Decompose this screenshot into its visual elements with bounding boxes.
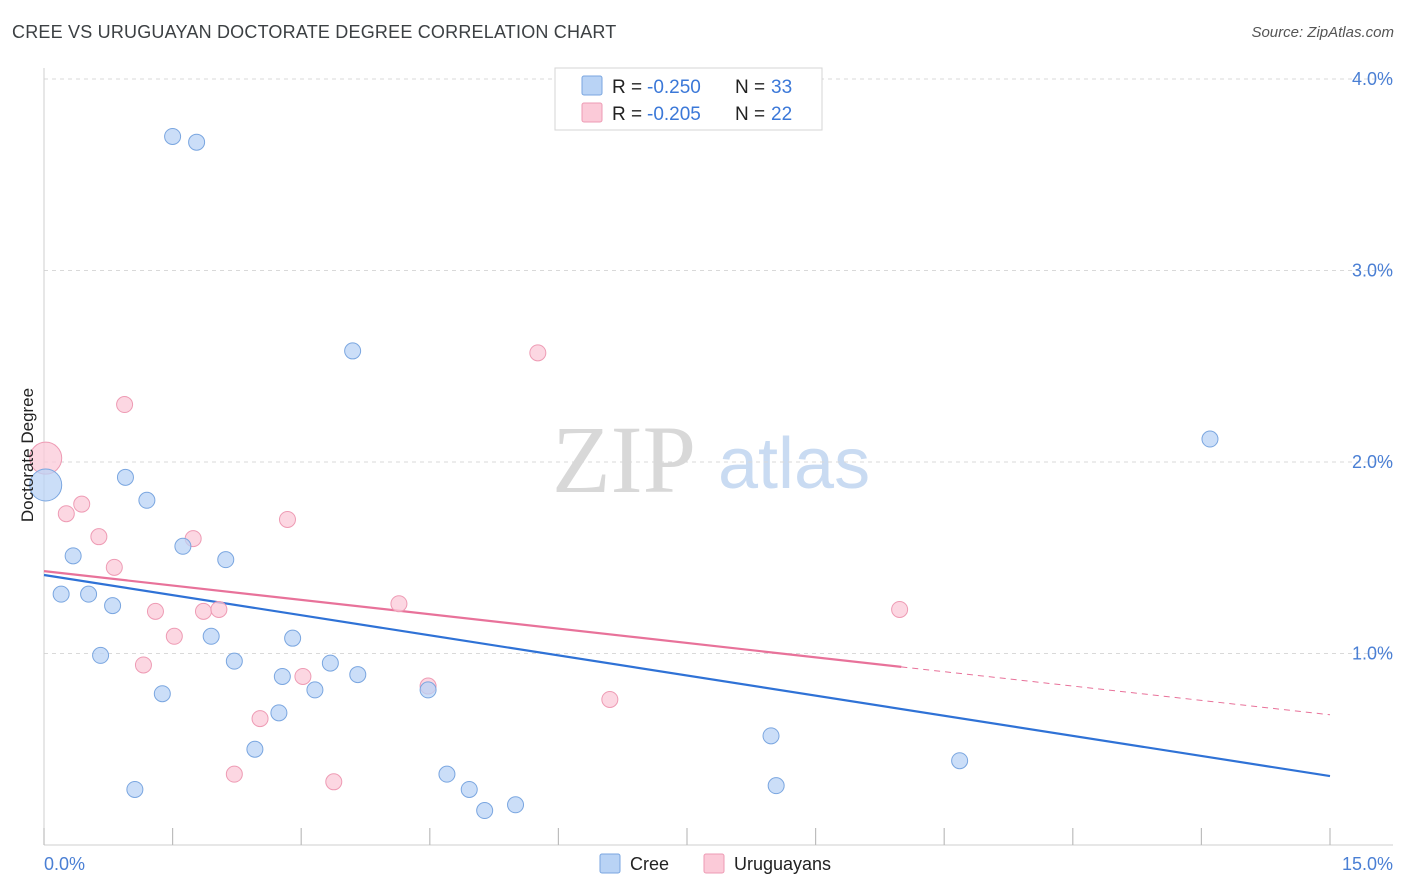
legend-n-value-uruguayans: 22 xyxy=(771,104,792,125)
point-cree xyxy=(344,342,362,360)
correlation-legend: R = -0.250 N = 33 R = -0.205 N = 22 xyxy=(554,67,823,131)
point-uruguayans xyxy=(325,773,343,791)
point-cree xyxy=(762,727,780,745)
point-cree xyxy=(104,597,122,615)
legend-r-value-cree: -0.250 xyxy=(647,77,701,98)
point-cree xyxy=(321,654,339,672)
label-layer: 1.0% 2.0% 3.0% 4.0% 0.0% 15.0% xyxy=(44,69,1393,874)
point-cree xyxy=(273,667,291,685)
x-tick-label-max: 15.0% xyxy=(1342,854,1393,874)
watermark-zip: ZIP xyxy=(552,406,696,513)
trend-layer xyxy=(43,570,1331,778)
legend-r-label-cree: R = xyxy=(612,77,642,98)
y-tick-label: 2.0% xyxy=(1352,452,1393,472)
point-uruguayans xyxy=(225,765,243,783)
trend-line-uruguayans-extension xyxy=(901,666,1331,716)
point-layer xyxy=(29,127,1219,820)
point-uruguayans xyxy=(278,510,296,528)
point-uruguayans xyxy=(105,558,123,576)
series-legend: Cree Uruguayans xyxy=(599,853,831,874)
y-axis-title: Doctorate Degree xyxy=(18,388,37,522)
point-cree xyxy=(438,765,456,783)
bottom-legend-swatch-cree xyxy=(599,853,621,874)
y-tick-label: 3.0% xyxy=(1352,261,1393,281)
legend-n-value-cree: 33 xyxy=(771,77,792,98)
point-cree xyxy=(164,127,182,145)
point-cree xyxy=(174,537,192,555)
legend-n-label-cree: N = xyxy=(735,77,765,98)
point-uruguayans xyxy=(146,602,164,620)
point-uruguayans xyxy=(601,690,619,708)
point-uruguayans xyxy=(390,595,408,613)
point-cree xyxy=(270,704,288,722)
legend-swatch-uruguayans xyxy=(581,102,603,123)
point-cree xyxy=(116,468,134,486)
watermark-atlas: atlas xyxy=(718,424,870,504)
point-cree xyxy=(246,740,264,758)
bottom-legend-label-cree: Cree xyxy=(630,854,669,874)
point-uruguayans xyxy=(294,667,312,685)
point-uruguayans xyxy=(251,710,269,728)
point-cree xyxy=(306,681,324,699)
point-cree xyxy=(217,551,235,569)
point-cree xyxy=(225,652,243,670)
legend-r-value-uruguayans: -0.205 xyxy=(647,104,701,125)
point-cree xyxy=(138,491,156,509)
legend-r-label-uruguayans: R = xyxy=(612,104,642,125)
point-uruguayans xyxy=(891,600,909,618)
point-cree xyxy=(29,468,63,502)
point-cree xyxy=(460,780,478,798)
point-cree xyxy=(202,627,220,645)
y-tick-label: 4.0% xyxy=(1352,69,1393,89)
point-uruguayans xyxy=(90,528,108,546)
point-cree xyxy=(64,547,82,565)
point-cree xyxy=(419,681,437,699)
point-uruguayans xyxy=(165,627,183,645)
point-uruguayans xyxy=(529,344,547,362)
point-cree xyxy=(1201,430,1219,448)
point-cree xyxy=(126,780,144,798)
point-cree xyxy=(767,777,785,795)
point-cree xyxy=(188,133,206,151)
trend-line-uruguayans xyxy=(43,570,902,668)
grid-layer xyxy=(44,78,1393,654)
point-uruguayans xyxy=(194,602,212,620)
x-tick-label-min: 0.0% xyxy=(44,854,85,874)
point-uruguayans xyxy=(210,600,228,618)
point-cree xyxy=(476,802,494,820)
chart-title: CREE VS URUGUAYAN DOCTORATE DEGREE CORRE… xyxy=(12,22,617,42)
bottom-legend-label-uruguayans: Uruguayans xyxy=(734,854,831,874)
point-cree xyxy=(153,685,171,703)
point-uruguayans xyxy=(57,505,75,523)
point-uruguayans xyxy=(73,495,91,513)
point-uruguayans xyxy=(116,396,134,414)
point-cree xyxy=(349,666,367,684)
bottom-legend-swatch-uruguayans xyxy=(703,853,725,874)
point-cree xyxy=(951,752,969,770)
point-cree xyxy=(80,585,98,603)
legend-swatch-cree xyxy=(581,75,603,96)
point-cree xyxy=(284,629,302,647)
source-credit: Source: ZipAtlas.com xyxy=(1251,24,1394,41)
point-cree xyxy=(92,646,110,664)
legend-n-label-uruguayans: N = xyxy=(735,104,765,125)
trend-line-cree xyxy=(43,573,1331,778)
point-cree xyxy=(52,585,70,603)
point-cree xyxy=(507,796,525,814)
point-uruguayans xyxy=(134,656,152,674)
y-tick-label: 1.0% xyxy=(1352,644,1393,664)
